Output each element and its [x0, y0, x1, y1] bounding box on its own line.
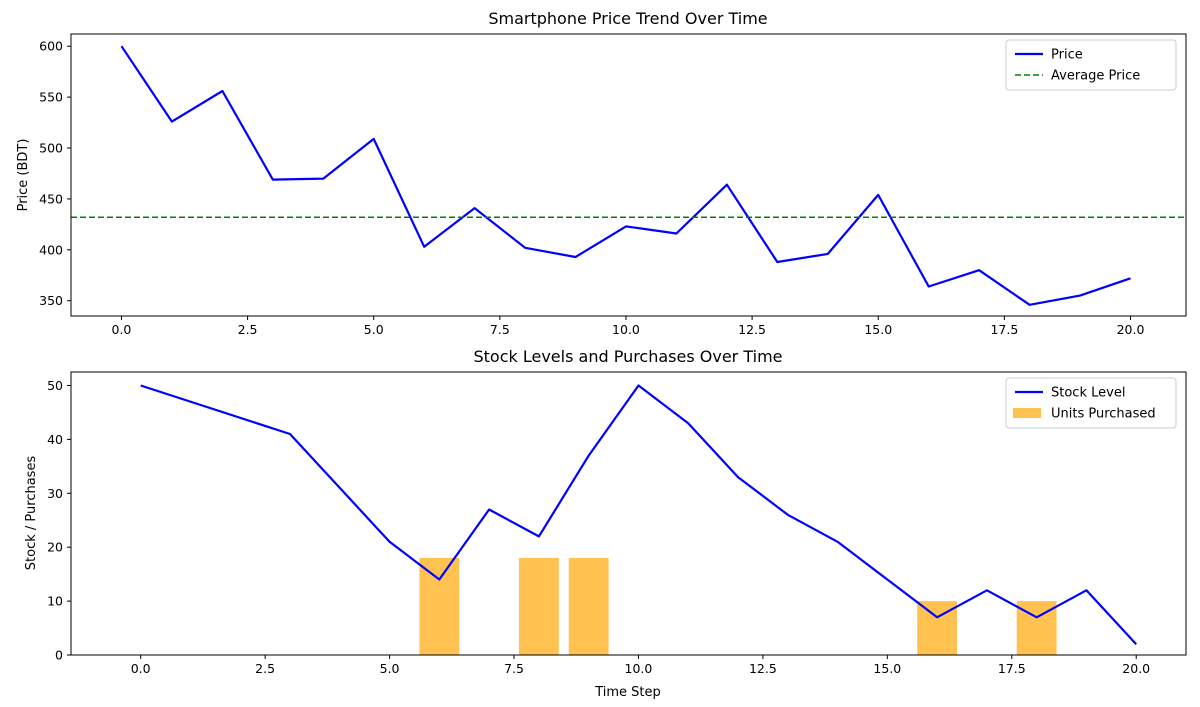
- x-tick-label: 17.5: [998, 661, 1026, 676]
- x-tick-label: 7.5: [490, 322, 510, 337]
- stock-chart-frame: [70, 371, 1187, 656]
- price-chart-lines: [71, 45, 1186, 306]
- y-tick-label: 40: [47, 432, 63, 447]
- y-tick-label: 50: [47, 378, 63, 393]
- x-tick-label: 12.5: [738, 322, 766, 337]
- purchase-bar: [568, 557, 609, 655]
- stock-chart-lines: [140, 384, 1138, 645]
- x-tick-label: 0.0: [131, 661, 151, 676]
- y-tick-label: 600: [39, 39, 63, 54]
- price-chart-ylabel: Price (BDT): [16, 139, 31, 212]
- y-tick-label: 30: [47, 486, 63, 501]
- x-tick-label: 20.0: [1117, 322, 1145, 337]
- price-line: [120, 45, 1131, 306]
- y-tick-label: 450: [39, 191, 63, 206]
- y-tick-label: 0: [55, 648, 63, 663]
- stock-chart: Stock Levels and Purchases Over Time Sto…: [24, 347, 1187, 700]
- x-tick-label: 20.0: [1122, 661, 1150, 676]
- y-tick-label: 20: [47, 540, 63, 555]
- x-tick-label: 7.5: [504, 661, 524, 676]
- price-chart-xticks: 0.0 2.5 5.0 7.5 10.0 12.5 15.0 17.5 20.0: [112, 316, 1145, 337]
- x-tick-label: 5.0: [380, 661, 400, 676]
- price-chart-legend: Price Average Price: [1005, 39, 1177, 91]
- legend-label: Average Price: [1051, 69, 1140, 84]
- legend-label: Units Purchased: [1051, 407, 1156, 422]
- stock-chart-xticks: 0.0 2.5 5.0 7.5 10.0 12.5 15.0 17.5 20.0: [131, 655, 1150, 676]
- x-tick-label: 5.0: [364, 322, 384, 337]
- price-chart-frame: [70, 33, 1187, 317]
- x-tick-label: 10.0: [612, 322, 640, 337]
- legend-patch-swatch: [1013, 408, 1041, 418]
- x-tick-label: 15.0: [864, 322, 892, 337]
- stock-chart-xlabel: Time Step: [594, 685, 661, 700]
- x-tick-label: 2.5: [255, 661, 275, 676]
- legend-box: [1005, 39, 1177, 91]
- purchase-bar: [419, 557, 460, 655]
- stock-chart-legend: Stock Level Units Purchased: [1005, 377, 1177, 429]
- stock-chart-yticks: 0 10 20 30 40 50: [47, 378, 71, 663]
- legend-label: Price: [1051, 48, 1083, 63]
- x-tick-label: 10.0: [625, 661, 653, 676]
- x-tick-label: 2.5: [238, 322, 258, 337]
- price-chart-yticks: 350 400 450 500 550 600: [39, 39, 71, 308]
- price-chart: Smartphone Price Trend Over Time Price (…: [16, 9, 1187, 337]
- legend-label: Stock Level: [1051, 386, 1125, 401]
- stock-level-line: [140, 384, 1138, 645]
- y-tick-label: 400: [39, 242, 63, 257]
- purchase-bar: [518, 557, 559, 655]
- x-tick-label: 15.0: [873, 661, 901, 676]
- legend-box: [1005, 377, 1177, 429]
- y-tick-label: 350: [39, 293, 63, 308]
- y-tick-label: 10: [47, 594, 63, 609]
- x-tick-label: 0.0: [112, 322, 132, 337]
- stock-chart-title: Stock Levels and Purchases Over Time: [473, 347, 782, 366]
- price-chart-title: Smartphone Price Trend Over Time: [488, 9, 767, 28]
- x-tick-label: 17.5: [990, 322, 1018, 337]
- y-tick-label: 550: [39, 90, 63, 105]
- x-tick-label: 12.5: [749, 661, 777, 676]
- stock-chart-bars: [419, 557, 1057, 655]
- stock-chart-ylabel: Stock / Purchases: [24, 456, 39, 571]
- y-tick-label: 500: [39, 141, 63, 156]
